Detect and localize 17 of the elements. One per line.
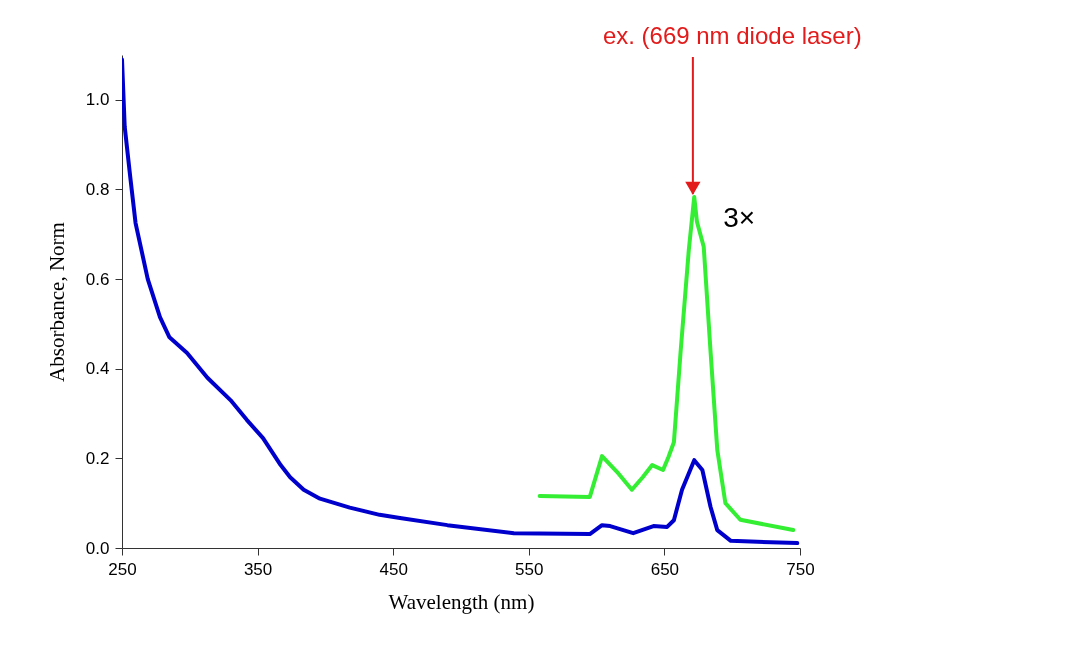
y-tick-label: 0.4 bbox=[85, 359, 110, 379]
x-tick-label: 750 bbox=[786, 559, 815, 579]
line-series bbox=[537, 195, 796, 533]
series-label: 3× bbox=[723, 202, 756, 234]
y-tick-label: 0.2 bbox=[85, 448, 110, 468]
y-tick-label: 1.0 bbox=[85, 90, 110, 110]
annotation: ex. (669 nm diode laser) bbox=[602, 22, 862, 49]
x-axis-title: Wavelength (nm) bbox=[388, 589, 535, 614]
y-tick-label: 0.6 bbox=[85, 269, 110, 289]
x-tick-label: 650 bbox=[650, 559, 680, 579]
y-axis-title: Absorbance, Norm bbox=[44, 222, 69, 382]
x-tick-label: 450 bbox=[379, 559, 408, 579]
x-tick-label: 350 bbox=[243, 559, 273, 579]
x-tick-label: 250 bbox=[108, 559, 137, 579]
y-tick-label: 0.8 bbox=[85, 179, 110, 199]
y-tick-label: 0.0 bbox=[85, 538, 110, 558]
x-tick-label: 550 bbox=[515, 559, 544, 579]
